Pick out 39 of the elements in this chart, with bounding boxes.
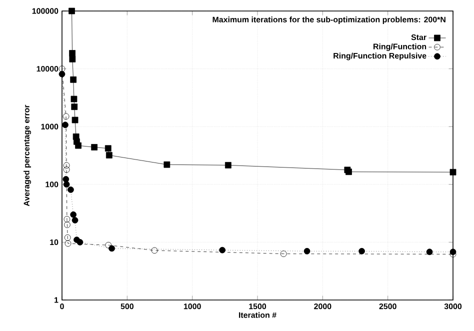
point — [219, 246, 226, 254]
point — [69, 50, 76, 56]
point — [358, 248, 365, 254]
point — [426, 248, 433, 256]
point — [70, 211, 77, 218]
point — [164, 161, 170, 168]
point — [62, 122, 68, 128]
point — [280, 250, 287, 257]
point — [64, 234, 71, 241]
point — [70, 76, 77, 83]
point — [108, 245, 115, 252]
point — [106, 152, 112, 158]
point — [71, 104, 78, 110]
point — [58, 66, 66, 72]
point — [70, 96, 78, 102]
point — [72, 116, 78, 124]
point — [151, 247, 158, 254]
point — [62, 113, 70, 120]
point — [63, 162, 70, 169]
point — [91, 144, 98, 150]
point — [58, 70, 66, 78]
point — [450, 168, 456, 176]
point — [72, 217, 78, 224]
point — [75, 142, 82, 149]
point — [64, 216, 70, 222]
point — [63, 181, 70, 188]
point — [62, 176, 70, 182]
point — [68, 186, 74, 193]
point — [69, 56, 76, 62]
point — [224, 162, 232, 168]
point — [104, 145, 112, 152]
point — [63, 166, 70, 173]
point — [105, 242, 112, 248]
point — [64, 222, 70, 228]
point — [64, 240, 72, 247]
point — [450, 248, 456, 256]
point — [76, 239, 84, 246]
point — [304, 248, 310, 254]
point — [68, 8, 75, 14]
